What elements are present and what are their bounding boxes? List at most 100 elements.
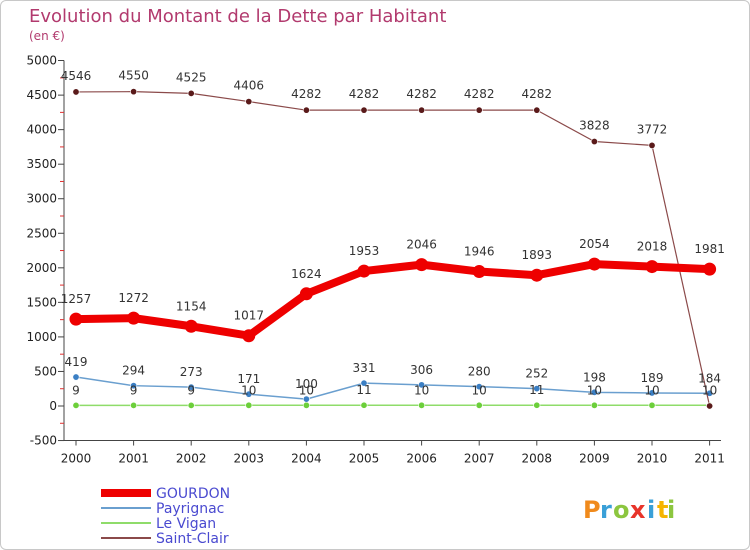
y-tick-label: 1500 [26,295,57,309]
chart-unit-label: (en €) [29,29,65,43]
data-point-gourdon [357,264,371,278]
data-point-saint-clair [130,88,138,96]
data-label-gourdon: 1953 [349,244,380,258]
data-point-le-vigan [475,401,483,409]
data-point-gourdon [242,329,256,343]
data-point-saint-clair [187,89,195,97]
data-label-le-vigan: 10 [241,383,256,397]
data-label-gourdon: 1272 [118,291,149,305]
legend-label-gourdon: GOURDON [156,486,230,502]
data-point-le-vigan [418,401,426,409]
x-tick-label: 2011 [694,452,725,466]
data-label-gourdon: 1893 [522,248,553,262]
x-tick-label: 2005 [349,452,380,466]
data-point-le-vigan [245,401,253,409]
data-label-saint-clair: 3828 [579,119,610,133]
data-label-saint-clair: 4282 [291,87,322,101]
y-tick-label: 500 [34,364,57,378]
data-point-le-vigan [360,401,368,409]
data-point-gourdon [530,268,544,282]
data-point-saint-clair [72,88,80,96]
data-label-le-vigan: 10 [587,383,602,397]
data-label-le-vigan: 9 [72,383,80,397]
data-label-saint-clair: 4525 [176,70,207,84]
data-label-gourdon: 2046 [406,238,437,252]
data-point-payrignac [130,382,138,390]
data-point-gourdon [299,287,313,301]
data-label-payrignac: 189 [641,371,664,385]
data-point-saint-clair [590,138,598,146]
data-label-gourdon: 1154 [176,299,207,313]
data-point-le-vigan [590,401,598,409]
data-point-saint-clair [245,98,253,106]
data-label-saint-clair: 4282 [349,87,380,101]
data-label-payrignac: 280 [468,365,491,379]
data-point-le-vigan [72,401,80,409]
chart-title: Evolution du Montant de la Dette par Hab… [29,6,447,27]
data-point-payrignac [590,388,598,396]
data-point-saint-clair [360,106,368,114]
y-tick-label: 2500 [26,226,57,240]
data-label-saint-clair: 4550 [118,69,149,83]
data-label-saint-clair: 4546 [61,69,92,83]
logo-letter: t [657,496,668,524]
data-label-le-vigan: 9 [187,383,195,397]
x-tick-label: 2009 [579,452,610,466]
data-point-saint-clair [706,402,714,410]
data-point-gourdon [415,258,429,272]
data-label-payrignac: 331 [353,361,376,375]
data-label-payrignac: 198 [583,370,606,384]
data-label-gourdon: 1946 [464,245,495,259]
x-tick-label: 2003 [234,452,265,466]
data-point-payrignac [360,379,368,387]
data-label-payrignac: 419 [65,355,88,369]
data-point-payrignac [245,390,253,398]
axes: -500 0 500 1000 1500 2000 2500 3000 3500 4000 4500… [26,54,724,466]
logo-letter: i [647,496,655,524]
data-point-saint-clair [302,106,310,114]
data-point-payrignac [533,385,541,393]
y-tick-label: 5000 [26,54,57,68]
y-tick-label: 4000 [26,123,57,137]
data-labels: 4546 4550 4525 4406 4282 4282 4282 4282 4282 3828… [61,69,725,398]
data-label-saint-clair: 4282 [522,87,553,101]
data-label-payrignac: 100 [295,377,318,391]
logo-letter: i [667,496,675,524]
data-label-le-vigan: 10 [472,383,487,397]
x-tick-label: 2006 [406,452,437,466]
logo-letter: P [583,496,601,524]
data-point-gourdon [645,260,659,274]
data-point-le-vigan [648,401,656,409]
series-layer [69,88,717,410]
y-tick-label: 3000 [26,192,57,206]
data-point-gourdon [184,319,198,333]
data-point-gourdon [69,312,83,326]
y-tick-label: 3500 [26,157,57,171]
data-point-payrignac [72,373,80,381]
x-tick-label: 2000 [61,452,92,466]
data-point-payrignac [187,383,195,391]
data-label-le-vigan: 10 [414,383,429,397]
x-tick-label: 2008 [522,452,553,466]
legend-label-payrignac: Payrignac [156,501,224,517]
data-point-saint-clair [475,106,483,114]
data-label-saint-clair: 4282 [464,87,495,101]
series-line-saint-clair [75,91,711,407]
data-point-le-vigan [302,401,310,409]
x-tick-label: 2004 [291,452,322,466]
logo-letter: r [600,496,612,524]
data-label-gourdon: 1017 [234,309,265,323]
data-point-gourdon [703,262,717,276]
data-label-gourdon: 2018 [637,240,668,254]
data-point-le-vigan [130,401,138,409]
data-point-payrignac [648,389,656,397]
x-tick-label: 2002 [176,452,207,466]
data-label-payrignac: 306 [410,363,433,377]
data-label-gourdon: 1981 [694,242,725,256]
data-label-le-vigan: 10 [702,383,717,397]
data-point-saint-clair [648,141,656,149]
data-label-payrignac: 294 [122,364,145,378]
